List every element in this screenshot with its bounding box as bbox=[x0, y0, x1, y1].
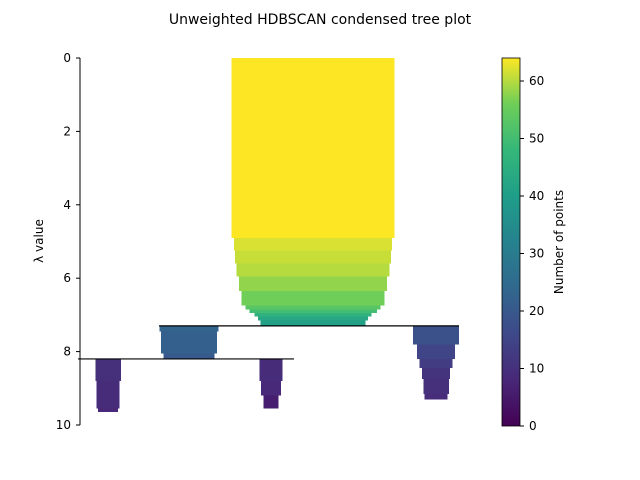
cluster-right-bar-0 bbox=[413, 325, 459, 345]
cluster-root-bar-3 bbox=[236, 263, 390, 277]
y-tick-label-5: 10 bbox=[56, 418, 71, 432]
cluster-left-left-bar-0 bbox=[95, 358, 121, 381]
colorbar-tick-label-4: 40 bbox=[529, 189, 544, 203]
cluster-root-bar-4 bbox=[239, 276, 387, 292]
y-tick-label-2: 4 bbox=[63, 198, 71, 212]
cluster-right-bar-4 bbox=[423, 379, 449, 394]
cluster-left-right-bar-0 bbox=[259, 358, 283, 381]
colorbar-tick-label-2: 20 bbox=[529, 304, 544, 318]
cluster-left-bar-1 bbox=[160, 331, 218, 354]
cluster-root-bar-8 bbox=[254, 313, 372, 317]
cluster-left-left-bar-2 bbox=[97, 408, 119, 413]
cluster-right-bar-2 bbox=[419, 358, 453, 369]
chart-title: Unweighted HDBSCAN condensed tree plot bbox=[169, 12, 472, 28]
colorbar-tick-label-3: 30 bbox=[529, 247, 544, 261]
colorbar bbox=[501, 57, 521, 427]
cluster-root-bar-10 bbox=[260, 320, 366, 326]
y-tick-label-1: 2 bbox=[63, 124, 71, 138]
colorbar-ticks: 0 10 20 30 40 50 60 bbox=[520, 74, 544, 433]
cluster-left-bar-2 bbox=[163, 353, 215, 359]
colorbar-tick-label-0: 0 bbox=[529, 419, 537, 433]
cluster-right-bar-1 bbox=[416, 344, 456, 359]
y-tick-label-0: 0 bbox=[63, 51, 71, 65]
cluster-root-bar-6 bbox=[245, 305, 381, 310]
cluster-root-bar-0 bbox=[231, 58, 395, 238]
cluster-left-right-bar-1 bbox=[260, 380, 282, 396]
y-tick-label-3: 6 bbox=[63, 271, 71, 285]
cluster-root-bar-2 bbox=[235, 250, 391, 264]
cluster-root-bar-9 bbox=[258, 316, 368, 321]
colorbar-tick-label-5: 50 bbox=[529, 132, 544, 146]
tree-plot-area bbox=[78, 58, 459, 413]
y-axis-ticks: 0 2 4 6 8 10 bbox=[56, 51, 80, 432]
cluster-right-bar-5 bbox=[424, 393, 448, 400]
y-tick-label-4: 8 bbox=[63, 345, 71, 359]
colorbar-label: Number of points bbox=[552, 190, 566, 294]
cluster-root-bar-1 bbox=[233, 237, 393, 251]
cluster-left-right-bar-2 bbox=[263, 395, 279, 409]
cluster-root-bar-5 bbox=[241, 291, 385, 306]
cluster-left-left-bar-1 bbox=[96, 380, 120, 409]
colorbar-tick-label-1: 10 bbox=[529, 362, 544, 376]
cluster-right-bar-3 bbox=[421, 368, 451, 380]
y-axis-label: λ value bbox=[32, 219, 46, 263]
colorbar-tick-label-6: 60 bbox=[529, 74, 544, 88]
cluster-root-bar-7 bbox=[249, 309, 377, 314]
cluster-left-bar-0 bbox=[159, 325, 219, 332]
